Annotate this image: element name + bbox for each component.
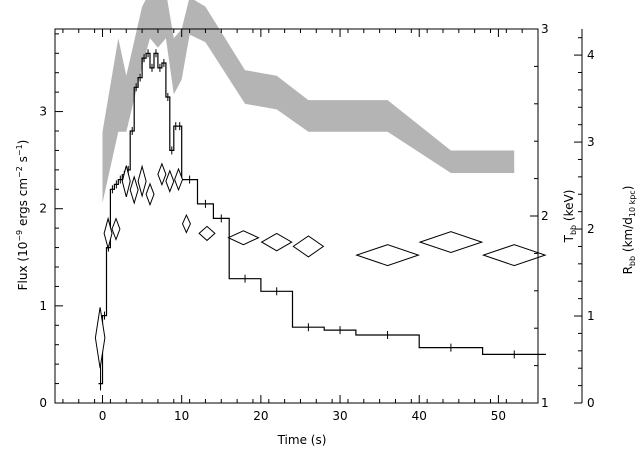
radius-tick-label: 1 <box>587 309 595 323</box>
radius-diamond <box>157 162 167 187</box>
temperature-band <box>102 0 515 203</box>
flux-tick-label: 2 <box>39 202 47 216</box>
radius-tick-label: 3 <box>587 135 595 149</box>
radius-diamond <box>418 231 484 254</box>
flux-histogram <box>98 52 546 385</box>
radius-diamond <box>165 169 175 194</box>
temp-tick-label: 3 <box>541 22 549 36</box>
radius-diamond <box>481 244 547 267</box>
radius-diamond <box>260 232 293 252</box>
radius-diamond <box>174 167 184 192</box>
radius-diamond <box>129 175 139 205</box>
x-tick-label: 20 <box>253 409 268 423</box>
temp-tick-label: 2 <box>541 209 549 223</box>
x-tick-label: 0 <box>99 409 107 423</box>
radius-diamond <box>103 216 113 251</box>
temperature-band-layer <box>102 0 515 203</box>
radius-diamond <box>94 307 106 369</box>
x-tick-label: 10 <box>174 409 189 423</box>
flux-tick-label: 0 <box>39 396 47 410</box>
radius-tick-label: 2 <box>587 222 595 236</box>
flux-axis-label: Flux (10−9 ergs cm−2 s−1) <box>15 140 30 291</box>
radius-axis-label: Rbb (km/d10 kpc) <box>621 186 637 275</box>
radius-diamond <box>198 225 216 242</box>
x-axis-label: Time (s) <box>277 433 327 447</box>
radius-diamond <box>181 213 191 234</box>
radius-diamond <box>111 217 121 241</box>
flux-histogram-layer <box>98 49 546 391</box>
radius-tick-label: 4 <box>587 48 595 62</box>
radius-diamond <box>292 235 325 258</box>
radius-diamond <box>227 230 260 246</box>
temperature-axis-label: Tbb (keV) <box>562 190 578 244</box>
radius-diamond <box>137 164 147 198</box>
x-tick-label: 40 <box>412 409 427 423</box>
radius-tick-label: 0 <box>587 396 595 410</box>
radius-diamond <box>121 165 131 198</box>
radius-diamond-layer <box>94 162 547 369</box>
x-tick-label: 30 <box>332 409 347 423</box>
flux-tick-label: 3 <box>39 105 47 119</box>
flux-tick-label: 1 <box>39 299 47 313</box>
radius-diamond <box>355 244 420 267</box>
temp-tick-label: 1 <box>541 396 549 410</box>
x-tick-label: 50 <box>491 409 506 423</box>
radius-diamond <box>145 182 155 207</box>
